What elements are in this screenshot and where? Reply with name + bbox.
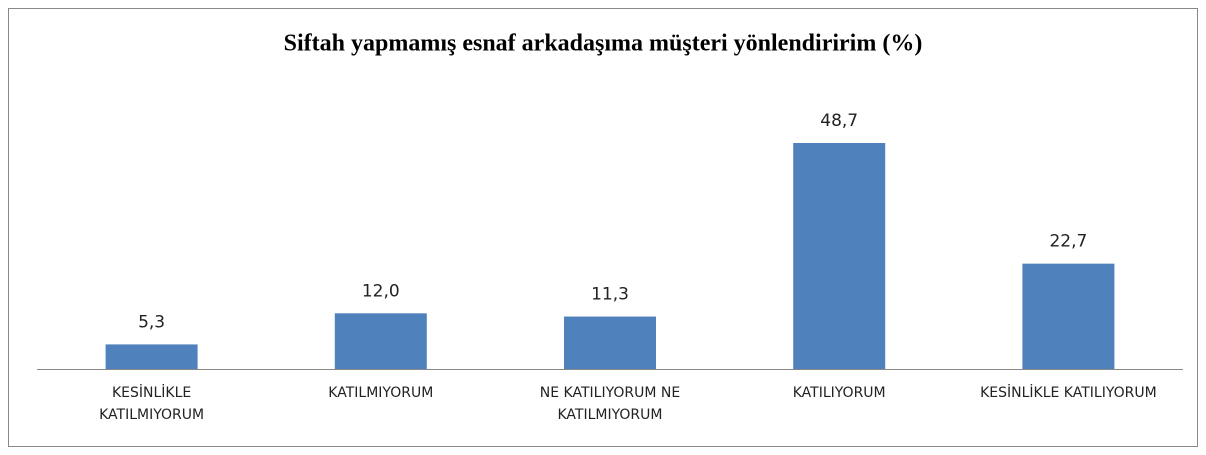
x-tick-label: NE KATILIYORUM NE KATILMIYORUM: [539, 385, 681, 423]
value-label: 22,7: [1049, 232, 1087, 252]
value-label: 12,0: [362, 281, 400, 301]
bar: [1022, 263, 1115, 369]
bar: [793, 143, 886, 369]
x-tick-label: KESİNLİKLE KATILMIYORUM: [99, 385, 205, 423]
x-tick-label: KATILIYORUM: [792, 385, 886, 401]
value-label: 11,3: [591, 285, 629, 305]
x-tick-label: KESİNLİKLE KATILIYORUM: [980, 385, 1157, 401]
bar: [334, 313, 427, 369]
bar: [564, 316, 656, 369]
chart-frame: [8, 8, 1198, 447]
value-label: 5,3: [138, 312, 165, 332]
chart-title: Siftah yapmamış esnaf arkadaşıma müşteri…: [284, 31, 923, 57]
value-label: 48,7: [820, 111, 858, 131]
x-tick-label: KATILMIYORUM: [328, 385, 434, 401]
bar: [105, 344, 198, 369]
